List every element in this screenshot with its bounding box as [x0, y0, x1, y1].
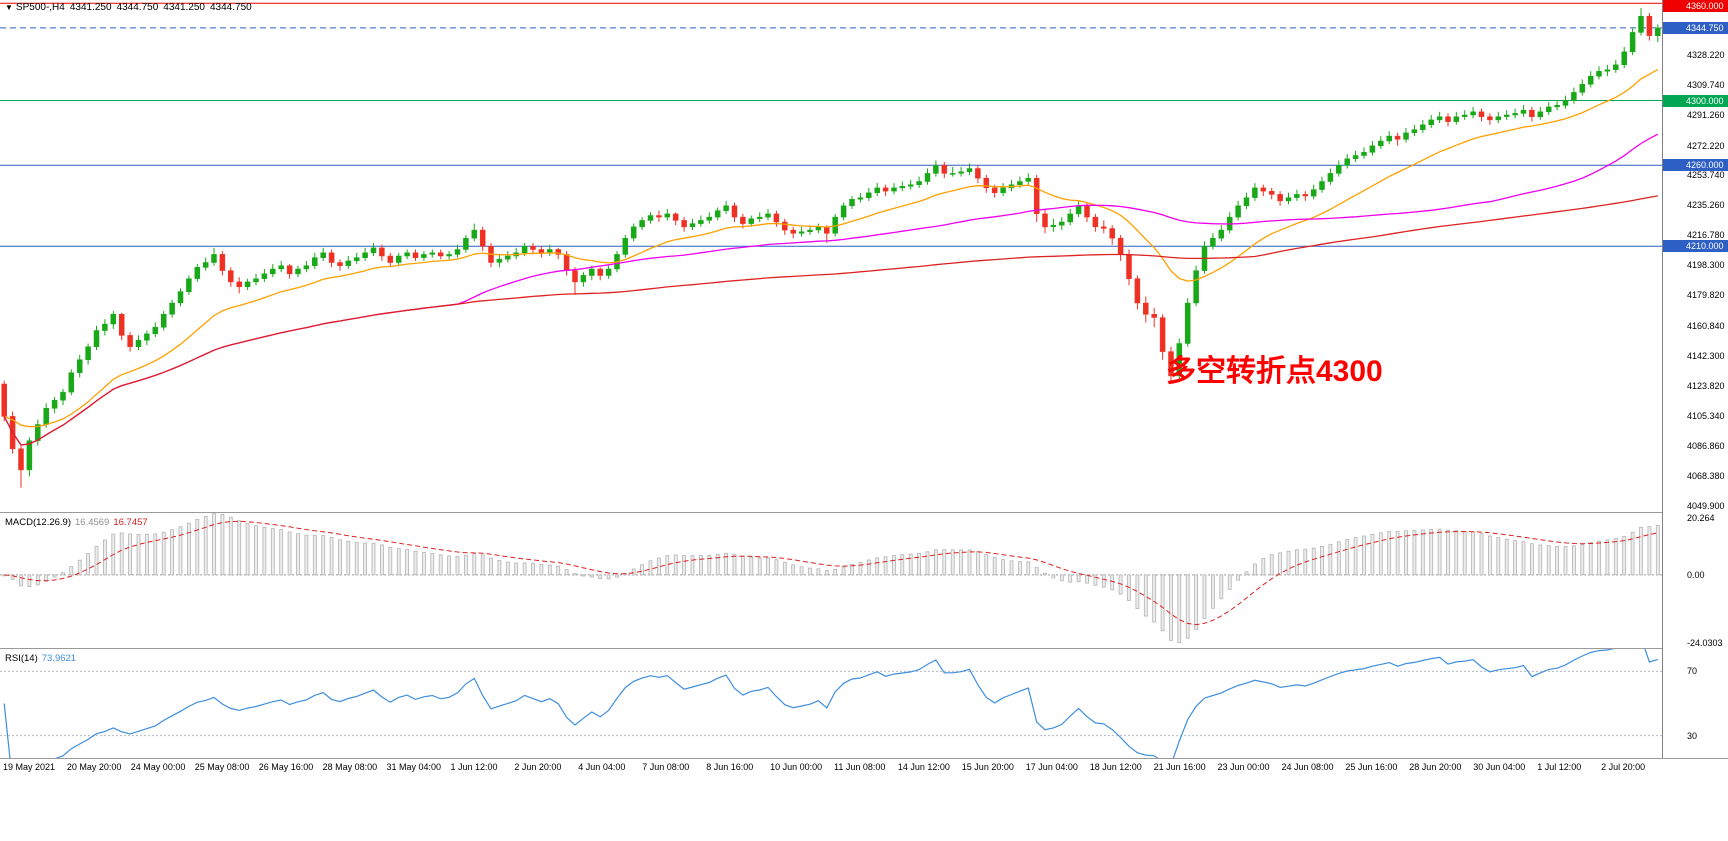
rsi-name: RSI(14): [5, 653, 38, 664]
time-axis[interactable]: 19 May 2021 20 May 20:00 24 May 00:00 25 Ma…: [0, 760, 1662, 780]
time-axis-label: 8 Jun 16:00: [706, 762, 754, 772]
price-axis-label: 4309.740: [1687, 79, 1725, 90]
time-axis-label: 17 Jun 04:00: [1025, 762, 1078, 772]
price-level-badge: 4300.000: [1663, 94, 1728, 107]
rsi-value: 73.9621: [41, 653, 77, 664]
price-axis-label: 4179.820: [1687, 290, 1725, 301]
price-axis-label: 4142.300: [1687, 351, 1725, 361]
time-axis-label: 2 Jun 20:00: [514, 762, 562, 772]
price-axis-label: 4235.260: [1687, 200, 1725, 211]
macd-signal-value: 16.7457: [113, 517, 148, 528]
rsi-axis-label: 30: [1687, 730, 1698, 741]
panel-divider[interactable]: [0, 758, 1728, 759]
time-axis-label: 21 Jun 16:00: [1153, 762, 1206, 772]
macd-panel-canvas[interactable]: [0, 513, 1662, 648]
price-axis[interactable]: 4328.220 4309.740 4291.260 4272.220 4253.740…: [1662, 0, 1728, 758]
price-level-badge: 4260.000: [1663, 159, 1728, 172]
rsi-indicator-label: RSI(14) 73.9621: [5, 653, 76, 664]
time-axis-label: 4 Jun 04:00: [578, 762, 626, 772]
price-level-badge: 4210.000: [1663, 240, 1728, 253]
symbol-period-label: SP500-,H4: [15, 2, 65, 13]
time-axis-label: 11 Jun 08:00: [834, 762, 886, 772]
price-axis-label: 4272.220: [1687, 140, 1725, 151]
time-axis-label: 24 Jun 08:00: [1281, 762, 1334, 772]
price-axis-label: 4123.820: [1687, 380, 1725, 391]
time-axis-label: 26 May 16:00: [258, 762, 314, 772]
ohlc-low: 4341.250: [163, 2, 205, 13]
price-level-badge: 4360.000: [1663, 0, 1728, 12]
time-axis-label: 31 May 04:00: [386, 762, 442, 772]
time-axis-label: 28 Jun 20:00: [1409, 762, 1462, 772]
time-axis-label: 15 Jun 20:00: [961, 762, 1014, 772]
price-axis-label: 4160.840: [1687, 320, 1725, 331]
price-axis-label: 4105.340: [1687, 410, 1725, 421]
macd-indicator-label: MACD(12.26.9) 16.4569 16.7457: [5, 517, 148, 528]
chart-annotation[interactable]: 多空转折点4300: [1166, 355, 1383, 388]
ohlc-high: 4344.750: [116, 2, 159, 13]
rsi-panel-canvas[interactable]: [0, 649, 1662, 758]
macd-axis-label: 20.264: [1687, 512, 1715, 523]
ohlc-open: 4341.250: [69, 2, 112, 13]
ohlc-close: 4344.750: [210, 2, 252, 13]
time-axis-label: 30 Jun 04:00: [1473, 762, 1526, 772]
time-axis-label: 10 Jun 00:00: [770, 762, 823, 772]
price-axis-label: 4198.300: [1687, 260, 1725, 271]
rsi-axis-label: 70: [1687, 666, 1698, 677]
ohlc-readout: ▼ SP500-,H4 4341.250 4344.750 4341.250 4344.7…: [5, 2, 257, 13]
time-axis-label: 19 May 2021: [3, 762, 56, 772]
bid-price-badge: 4344.750: [1663, 21, 1728, 34]
price-axis-label: 4253.740: [1687, 170, 1725, 181]
time-axis-label: 7 Jun 08:00: [642, 762, 690, 772]
panel-divider[interactable]: [0, 648, 1728, 649]
macd-name: MACD(12.26.9): [5, 517, 71, 528]
panel-divider[interactable]: [0, 512, 1728, 513]
price-axis-label: 4328.220: [1687, 49, 1725, 60]
macd-axis-label: 0.00: [1687, 569, 1705, 580]
time-axis-label: 18 Jun 12:00: [1089, 762, 1142, 772]
macd-main-value: 16.4569: [75, 517, 110, 528]
time-axis-label: 23 Jun 00:00: [1217, 762, 1270, 772]
time-axis-label: 28 May 08:00: [322, 762, 378, 772]
macd-axis-label: -24.0303: [1687, 637, 1723, 648]
price-axis-label: 4068.380: [1687, 470, 1725, 481]
price-axis-label: 4049.900: [1687, 500, 1725, 511]
time-axis-label: 1 Jul 12:00: [1537, 762, 1582, 772]
time-axis-label: 24 May 00:00: [130, 762, 186, 772]
price-axis-label: 4086.860: [1687, 440, 1725, 451]
symbol-dropdown-icon[interactable]: ▼: [5, 3, 13, 12]
time-axis-label: 14 Jun 12:00: [897, 762, 950, 772]
time-axis-label: 25 Jun 16:00: [1345, 762, 1398, 772]
time-axis-label: 2 Jul 20:00: [1601, 762, 1646, 772]
price-axis-label: 4216.780: [1687, 230, 1725, 241]
price-chart-canvas[interactable]: [0, 0, 1662, 512]
time-axis-label: 25 May 08:00: [194, 762, 250, 772]
time-axis-label: 1 Jun 12:00: [450, 762, 498, 772]
time-axis-label: 20 May 20:00: [66, 762, 122, 772]
price-axis-label: 4291.260: [1687, 109, 1725, 120]
